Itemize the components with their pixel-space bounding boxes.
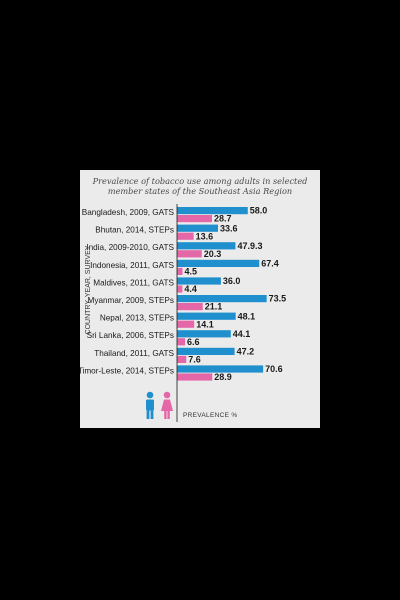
bar-male [177, 312, 236, 320]
bar-male [177, 207, 248, 215]
value-label-male: 73.5 [269, 294, 287, 304]
value-label-male: 70.6 [265, 364, 283, 374]
y-axis-label: COUNTRY, YEAR, SURVEY [85, 245, 92, 334]
bar-male [177, 224, 218, 232]
value-label-male: 48.1 [238, 311, 256, 321]
bar-male [177, 259, 260, 267]
x-axis-label: PREVALENCE % [183, 412, 237, 419]
category-label: India, 2009-2010, GATS [86, 243, 174, 252]
bar-female [177, 267, 183, 275]
category-label: Maldives, 2011, GATS [93, 278, 174, 287]
value-label-female: 14.1 [196, 319, 214, 329]
value-label-male: 36.0 [223, 276, 241, 286]
value-label-female: 20.3 [204, 249, 222, 259]
bar-female [177, 232, 194, 240]
male-icon [146, 391, 154, 419]
category-label: Timor-Leste, 2014, STEPs [80, 366, 174, 375]
bars-group [177, 207, 267, 381]
category-label: Thailand, 2011, GATS [94, 349, 174, 358]
category-label: Myanmar, 2009, STEPs [88, 296, 174, 305]
chart-panel: Prevalence of tobacco use among adults i… [80, 170, 320, 428]
category-label: Bangladesh, 2009, GATS [82, 208, 175, 217]
bar-male [177, 277, 221, 285]
bar-female [177, 303, 203, 311]
value-label-female: 6.6 [187, 337, 200, 347]
bar-female [177, 338, 186, 346]
value-label-female: 28.7 [214, 214, 232, 224]
category-label: Bhutan, 2014, STEPs [95, 226, 174, 235]
value-label-female: 28.9 [214, 372, 232, 382]
bar-female [177, 285, 183, 293]
bar-male [177, 347, 235, 355]
value-label-female: 4.4 [184, 284, 197, 294]
category-labels-group: Bangladesh, 2009, GATS Bhutan, 2014, STEP… [80, 208, 175, 375]
chart-title-line-1: Prevalence of tobacco use among adults i… [92, 176, 308, 186]
bar-female [177, 355, 187, 363]
chart-title: Prevalence of tobacco use among adults i… [80, 176, 320, 196]
value-labels-group: 58.0 28.733.6 13.6 47.9.3 20.3 67.4 4.5 36.0 4.4… [184, 206, 286, 382]
value-label-male: 58.0 [250, 206, 268, 216]
category-label: Indonesia, 2011, GATS [90, 261, 174, 270]
value-label-male: 33.6 [220, 223, 238, 233]
category-label: Nepal, 2013, STEPs [100, 314, 174, 323]
bar-male [177, 295, 267, 303]
bar-female [177, 320, 195, 328]
bar-female [177, 373, 213, 381]
bar-female [177, 250, 202, 258]
value-label-female: 7.6 [188, 355, 201, 365]
bar-chart: 58.0 28.733.6 13.6 47.9.3 20.3 67.4 4.5 36.0 4.4… [80, 204, 286, 422]
value-label-female: 21.1 [205, 302, 223, 312]
bar-male [177, 330, 231, 338]
value-label-male: 47.2 [237, 347, 255, 357]
value-label-male: 67.4 [261, 259, 279, 269]
bar-male [177, 365, 264, 373]
bar-female [177, 215, 213, 223]
female-icon [161, 391, 173, 419]
value-label-male: 47.9.3 [237, 241, 262, 251]
bar-male [177, 242, 236, 250]
value-label-female: 4.5 [184, 267, 197, 277]
category-label: Sri Lanka, 2006, STEPs [87, 331, 174, 340]
value-label-male: 44.1 [233, 329, 251, 339]
chart-title-line-2: member states of the Southeast Asia Regi… [107, 186, 293, 196]
value-label-female: 13.6 [196, 231, 214, 241]
